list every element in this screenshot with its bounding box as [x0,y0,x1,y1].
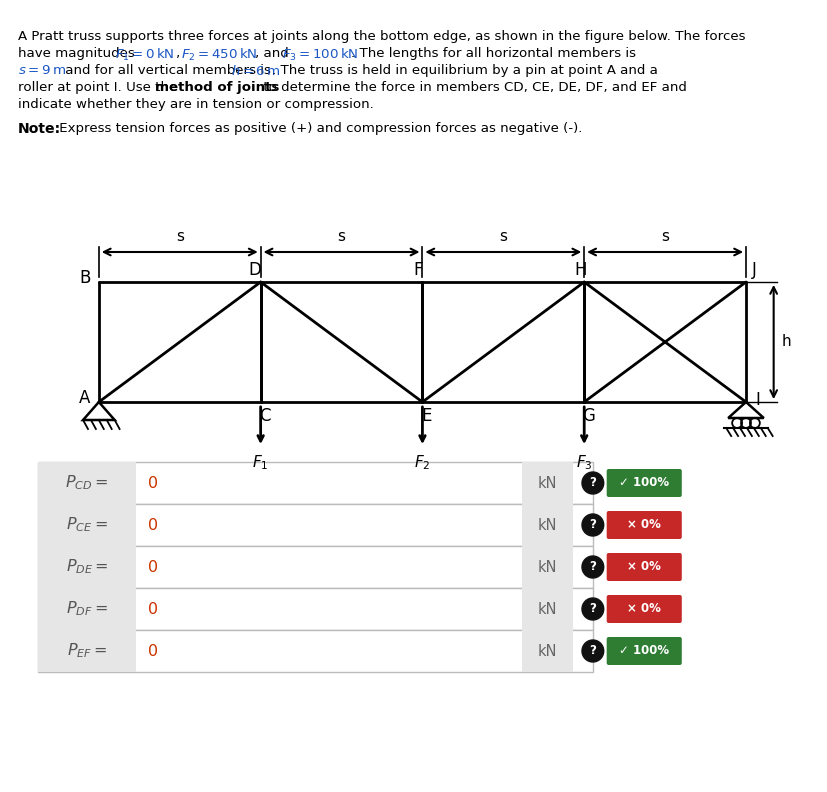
Text: $F_3$: $F_3$ [576,453,592,472]
Text: h: h [781,334,791,349]
Text: kN: kN [537,517,557,532]
FancyBboxPatch shape [606,595,681,623]
Text: , and: , and [255,47,289,60]
Text: H: H [573,261,586,279]
Text: × 0%: × 0% [627,519,661,531]
Text: ?: ? [589,519,595,531]
Text: s: s [175,229,184,244]
Text: 0: 0 [148,601,158,616]
FancyBboxPatch shape [606,637,681,665]
Bar [37,462,136,504]
Bar [37,630,592,672]
Text: ?: ? [589,477,595,489]
Text: kN: kN [537,559,557,574]
Text: s: s [499,229,507,244]
Text: A: A [79,389,91,407]
Text: ,: , [175,47,180,60]
Text: have magnitudes: have magnitudes [18,47,139,60]
Text: roller at point I. Use the: roller at point I. Use the [18,81,181,94]
Text: $F_2 = 450\,\mathrm{kN}$: $F_2 = 450\,\mathrm{kN}$ [180,47,257,63]
Circle shape [581,514,603,536]
Text: $P_{DE} =$: $P_{DE} =$ [65,558,108,577]
Text: . The truss is held in equilibrium by a pin at point A and a: . The truss is held in equilibrium by a … [271,64,657,77]
Bar [37,462,592,504]
Text: $F_1 = 0\,\mathrm{kN}$: $F_1 = 0\,\mathrm{kN}$ [114,47,174,63]
Bar [521,588,572,630]
Bar [521,630,572,672]
Text: kN: kN [537,643,557,658]
Text: J: J [751,261,755,279]
Bar [37,546,592,588]
Text: F: F [414,261,423,279]
Bar [37,504,136,546]
Text: s: s [337,229,345,244]
Text: $F_3 = 100\,\mathrm{kN}$: $F_3 = 100\,\mathrm{kN}$ [281,47,358,63]
Text: × 0%: × 0% [627,603,661,615]
Text: s: s [660,229,668,244]
Text: $F_1$: $F_1$ [252,453,269,472]
Text: 0: 0 [148,475,158,490]
FancyBboxPatch shape [606,553,681,581]
FancyBboxPatch shape [606,469,681,497]
Text: G: G [581,407,594,425]
Text: 0: 0 [148,559,158,574]
Text: ✓ 100%: ✓ 100% [619,645,668,657]
Text: C: C [259,407,270,425]
Bar [37,588,136,630]
Bar [37,630,136,672]
Bar [37,546,136,588]
Text: ?: ? [589,561,595,573]
Text: A Pratt truss supports three forces at joints along the bottom edge, as shown in: A Pratt truss supports three forces at j… [18,30,744,43]
Text: $P_{CD} =$: $P_{CD} =$ [65,474,108,493]
Text: $P_{CE} =$: $P_{CE} =$ [66,516,108,535]
Text: and for all vertical members is: and for all vertical members is [61,64,275,77]
Circle shape [581,640,603,662]
Text: $h = 6\,\mathrm{m}$: $h = 6\,\mathrm{m}$ [231,64,280,78]
Text: $F_2$: $F_2$ [414,453,430,472]
Circle shape [581,472,603,494]
Circle shape [581,556,603,578]
Text: $P_{EF} =$: $P_{EF} =$ [67,642,108,661]
Text: indicate whether they are in tension or compression.: indicate whether they are in tension or … [18,98,373,111]
Text: I: I [754,391,759,409]
Text: 0: 0 [148,643,158,658]
Text: Note:: Note: [18,122,61,136]
Text: × 0%: × 0% [627,561,661,573]
Text: E: E [421,407,431,425]
Bar [37,504,592,546]
Text: to determine the force in members CD, CE, DE, DF, and EF and: to determine the force in members CD, CE… [259,81,686,94]
Text: B: B [79,269,91,287]
Text: $P_{DF} =$: $P_{DF} =$ [66,600,108,619]
Bar [521,546,572,588]
Text: kN: kN [537,475,557,490]
Circle shape [581,598,603,620]
Bar [521,504,572,546]
Text: 0: 0 [148,517,158,532]
Text: ✓ 100%: ✓ 100% [619,477,668,489]
Text: $s = 9\,\mathrm{m}$: $s = 9\,\mathrm{m}$ [18,64,66,77]
Text: kN: kN [537,601,557,616]
Text: method of joints: method of joints [155,81,280,94]
Text: D: D [248,261,261,279]
Text: ?: ? [589,645,595,657]
Bar [37,588,592,630]
Text: Express tension forces as positive (+) and compression forces as negative (-).: Express tension forces as positive (+) a… [55,122,582,135]
FancyBboxPatch shape [606,511,681,539]
Text: ?: ? [589,603,595,615]
Text: . The lengths for all horizontal members is: . The lengths for all horizontal members… [351,47,635,60]
Bar [521,462,572,504]
